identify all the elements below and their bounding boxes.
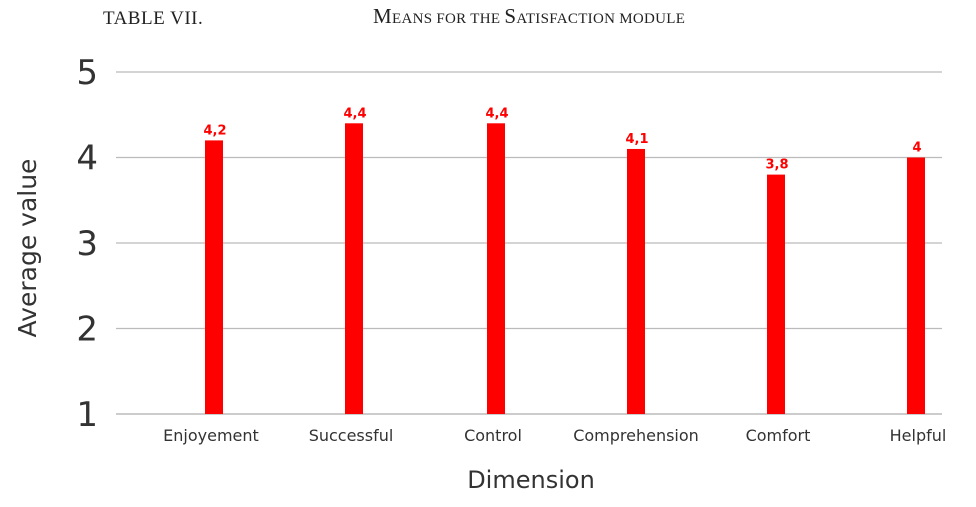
y-tick-label: 2 (76, 310, 98, 350)
data-label: 4,1 (625, 132, 648, 147)
bar (345, 123, 363, 415)
table-caption: TABLE VII. MEANS FOR THE SATISFACTION MO… (0, 4, 976, 34)
title-part-1: EANS FOR THE (391, 11, 505, 27)
data-label: 3,8 (765, 158, 788, 173)
bar (487, 123, 505, 415)
title-part-2: ATISFACTION MODULE (516, 11, 686, 27)
bar (907, 157, 925, 414)
bars (205, 123, 925, 415)
table-title: MEANS FOR THE SATISFACTION MODULE (373, 4, 685, 29)
y-tick-labels: 1 2 3 4 5 (76, 53, 98, 435)
data-label: 4,4 (485, 106, 508, 121)
data-label: 4,2 (203, 123, 226, 138)
bar (627, 148, 645, 414)
x-tick-labels: Enjoyement Successful Control Comprehension… (163, 426, 946, 445)
bar (205, 140, 223, 414)
y-tick-label: 4 (76, 139, 98, 179)
x-tick-label: Successful (309, 426, 394, 445)
y-tick-label: 1 (76, 395, 98, 435)
grid-lines (116, 71, 942, 415)
x-tick-label: Comprehension (573, 426, 699, 445)
y-tick-label: 3 (76, 224, 98, 264)
y-axis-label: Average value (13, 159, 42, 338)
title-letter-m: M (373, 4, 392, 28)
data-label: 4 (912, 141, 921, 156)
x-tick-label: Control (464, 426, 522, 445)
x-tick-label: Comfort (746, 426, 811, 445)
x-tick-label: Enjoyement (163, 426, 259, 445)
bar (767, 174, 785, 414)
y-tick-label: 5 (76, 53, 98, 93)
x-axis-label: Dimension (467, 466, 595, 494)
x-tick-label: Helpful (890, 426, 947, 445)
table-number: TABLE VII. (103, 8, 204, 29)
data-labels: 4,2 4,4 4,4 4,1 3,8 4 (203, 106, 921, 172)
title-letter-s: S (504, 4, 517, 28)
data-label: 4,4 (343, 106, 366, 121)
